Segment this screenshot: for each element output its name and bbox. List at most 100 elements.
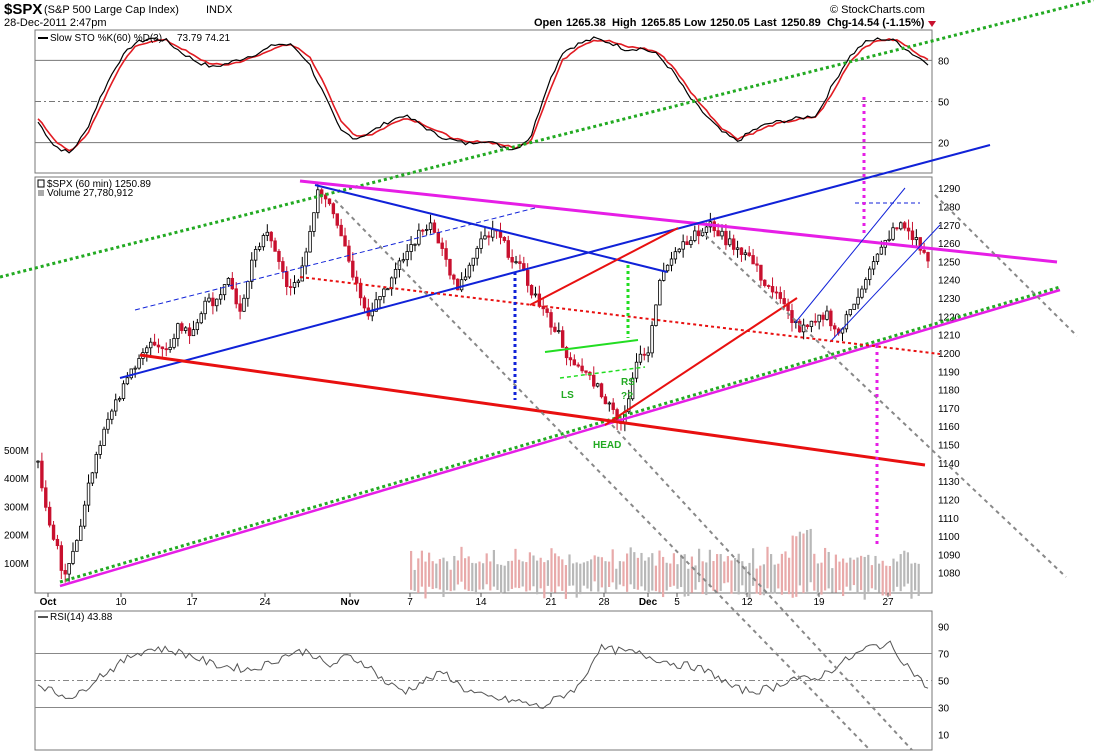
volume-bar [521, 561, 524, 587]
volume-bar [759, 565, 762, 596]
price-tick-1230: 1230 [938, 294, 961, 305]
svg-text:1250.05: 1250.05 [710, 17, 750, 29]
candle [316, 182, 320, 219]
candle [899, 221, 903, 231]
volume-bar [683, 554, 686, 597]
volume-bar [489, 561, 492, 591]
volume-bar [478, 561, 481, 590]
volume-bar [838, 561, 841, 591]
candle [696, 224, 701, 245]
candle [829, 308, 833, 332]
volume-bar [734, 557, 737, 592]
volume-bar [878, 563, 881, 593]
x-label-19: 19 [813, 597, 825, 608]
volume-bar [572, 563, 575, 586]
volume-bar [629, 547, 632, 585]
candle [71, 542, 75, 566]
candle [708, 212, 713, 233]
ohlc-readout: Open 1265.38 High 1265.85 Low 1250.05 La… [534, 17, 936, 29]
volume-bar [647, 557, 650, 594]
candle [40, 452, 44, 492]
candle [770, 277, 775, 298]
candle [47, 501, 52, 528]
candle [895, 227, 899, 231]
annotation-ls: LS [561, 390, 574, 401]
svg-text:Open: Open [534, 17, 562, 29]
volume-bar [809, 528, 812, 583]
candle [121, 380, 126, 401]
candle [871, 256, 876, 276]
price-tick-1140: 1140 [938, 459, 960, 470]
candle [475, 245, 479, 266]
candle [452, 273, 456, 285]
volume-bar [698, 548, 701, 583]
volume-bar [694, 565, 697, 590]
volume-bar [831, 568, 834, 593]
candle [75, 539, 79, 552]
candle [763, 279, 767, 288]
candle [568, 352, 573, 367]
volume-bar [856, 557, 859, 594]
rsi-tick-90: 90 [938, 623, 950, 634]
sto-tick-20: 20 [938, 139, 950, 150]
price-tick-1220: 1220 [938, 312, 961, 323]
volume-bar [849, 557, 852, 591]
candle [55, 534, 60, 550]
volume-bar [834, 554, 837, 593]
volume-bar [518, 559, 521, 589]
blue-dashed-channel [134, 207, 536, 311]
candle [405, 244, 409, 267]
volume-bar [737, 553, 740, 595]
candle [296, 278, 301, 288]
candle [821, 312, 825, 327]
candle [603, 393, 608, 405]
price-tick-1110: 1110 [938, 514, 959, 525]
candle [238, 295, 242, 320]
candle [378, 296, 382, 309]
volume-bar [885, 565, 888, 596]
candle [479, 231, 483, 254]
x-label-14: 14 [475, 597, 487, 608]
candle [747, 246, 751, 258]
candle [180, 321, 184, 334]
sto-k-line [37, 36, 929, 154]
price-tick-1200: 1200 [938, 349, 961, 360]
sto-d-line [37, 38, 929, 152]
volume-bar [874, 555, 877, 590]
volume-bar [892, 558, 895, 592]
candle [809, 320, 814, 333]
volume-bar [431, 561, 434, 590]
candle [914, 229, 919, 247]
exchange-label: INDX [206, 4, 233, 16]
candle [646, 346, 650, 363]
candle [424, 224, 429, 236]
candle [533, 286, 538, 298]
volume-bar [546, 560, 549, 586]
volume-bar [845, 562, 848, 587]
candle [106, 412, 110, 434]
volume-bar [500, 564, 503, 594]
volume-bar [449, 569, 452, 592]
volume-bar [485, 553, 488, 585]
rsi-tick-70: 70 [938, 650, 950, 661]
down-arrow-icon [928, 21, 936, 27]
svg-text:74.21: 74.21 [205, 33, 230, 44]
candle [673, 247, 678, 264]
candle [817, 314, 821, 330]
x-label-dec: Dec [639, 597, 658, 608]
volume-bar [867, 554, 870, 592]
candle [397, 257, 402, 278]
candle [514, 255, 518, 265]
candle [347, 239, 351, 264]
price-tick-1260: 1260 [938, 239, 961, 250]
candle [902, 221, 907, 231]
volume-bar [438, 559, 441, 590]
gray-dashed-2 [699, 229, 1067, 578]
candle [114, 393, 118, 417]
volume-bar [906, 552, 909, 584]
svg-text:Low: Low [684, 17, 706, 29]
volume-tick-500m: 500M [4, 446, 29, 457]
candle [926, 251, 930, 269]
price-tick-1150: 1150 [938, 441, 960, 452]
